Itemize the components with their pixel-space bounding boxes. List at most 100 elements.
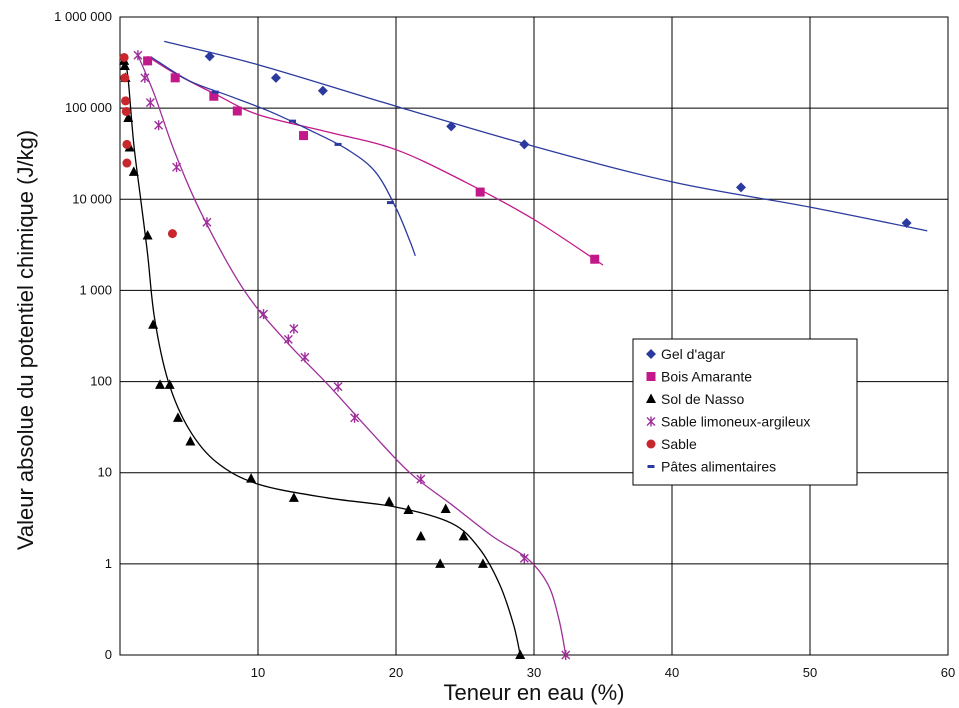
data-point-series-1 [143,56,153,66]
trend-line-series-3 [137,55,567,656]
data-point-series-2 [415,530,426,541]
data-point-series-1 [475,187,485,197]
data-point-series-3 [289,323,299,334]
data-point-series-2 [246,473,257,483]
data-point-series-3 [561,650,571,660]
x-axis-title: Teneur en eau (%) [444,680,625,705]
data-point-series-3 [519,553,529,564]
trend-line-series-2 [124,57,521,656]
y-tick-label: 0 [105,647,112,662]
data-point-series-4 [167,229,177,239]
y-axis-ticks: 0 1 10 100 1 000 10 000 100 000 1 000 000 [54,9,112,662]
data-point-series-3 [416,474,426,485]
y-tick-label: 1 000 000 [54,9,112,24]
data-point-series-2 [142,230,153,240]
legend-label: Sol de Nasso [661,391,744,407]
data-point-series-2 [384,496,395,506]
data-point-series-4 [120,73,130,83]
y-tick-label: 10 000 [72,191,112,206]
data-point-series-2 [458,530,469,541]
data-point-series-3 [154,120,164,131]
legend-marker [647,465,655,468]
legend-label: Sable limoneux-argileux [661,414,810,430]
data-point-series-2 [403,504,414,514]
data-point-series-0 [736,182,746,193]
legend-label: Pâtes alimentaires [661,459,776,475]
legend-marker [646,416,656,427]
data-point-series-2 [155,379,166,389]
data-point-series-2 [172,412,183,422]
data-point-series-0 [901,217,912,228]
data-point-series-5 [289,119,296,123]
data-point-series-0 [317,85,328,96]
data-point-series-4 [121,96,131,106]
data-point-series-3 [172,162,182,173]
grid [120,17,948,655]
y-tick-label: 100 000 [65,100,112,115]
legend-label: Gel d'agar [661,346,725,362]
trend-line-series-0 [164,40,928,232]
data-point-series-2 [123,112,134,122]
data-point-series-3 [283,334,293,345]
legend-marker [646,393,656,403]
data-point-series-2 [164,379,175,389]
legend-marker [646,439,656,449]
data-point-series-0 [446,121,457,132]
y-tick-label: 1 000 [79,282,112,297]
data-point-series-2 [477,558,488,568]
data-point-series-5 [334,142,342,146]
legend: Gel d'agar Bois Amarante Sol de Nasso Sable… [632,338,858,486]
data-point-series-2 [128,166,139,176]
data-point-series-5 [211,90,219,94]
legend-label: Bois Amarante [661,369,752,385]
plot-area-frame [119,16,949,656]
data-point-series-3 [350,412,360,423]
data-point-series-3 [333,381,343,392]
legend-marker [646,349,656,359]
data-point-series-2 [148,319,159,329]
x-tick-label: 30 [527,665,541,680]
data-point-series-2 [119,60,130,70]
legend-box [632,338,858,486]
trend-lines [124,40,928,656]
x-tick-label: 10 [251,665,265,680]
data-point-series-2 [185,436,196,446]
legend-label: Sable [661,436,697,452]
data-point-series-1 [299,131,309,141]
data-point-series-4 [121,106,131,116]
data-point-series-2 [288,492,299,502]
data-point-series-5 [386,201,394,205]
trend-line-series-5 [151,56,416,257]
y-tick-label: 1 [105,556,112,571]
data-point-series-4 [119,52,129,62]
data-point-series-3 [145,97,155,108]
y-tick-label: 10 [98,465,112,480]
data-point-series-4 [122,158,132,168]
x-tick-label: 50 [803,665,817,680]
data-point-series-3 [202,217,212,228]
x-tick-label: 60 [941,665,955,680]
data-point-series-1 [209,91,219,101]
y-tick-label: 100 [90,374,112,389]
data-point-series-2 [515,649,526,659]
x-tick-label: 40 [665,665,679,680]
data-point-series-1 [590,254,600,264]
data-point-series-3 [140,72,150,83]
y-axis-title: Valeur absolue du potentiel chimique (J/… [13,130,38,550]
data-point-series-2 [440,503,451,513]
data-point-series-0 [270,72,281,83]
data-point-series-3 [259,309,269,320]
legend-marker [646,372,656,381]
data-point-series-3 [133,50,143,61]
data-point-series-0 [204,51,215,62]
data-point-series-0 [519,139,530,150]
data-point-series-1 [170,73,180,83]
data-point-series-2 [435,558,446,568]
data-point-series-4 [122,139,132,149]
data-markers [119,50,912,660]
data-point-series-3 [300,352,310,363]
x-tick-label: 20 [389,665,403,680]
data-point-series-1 [232,106,242,116]
trend-line-series-1 [147,55,604,266]
